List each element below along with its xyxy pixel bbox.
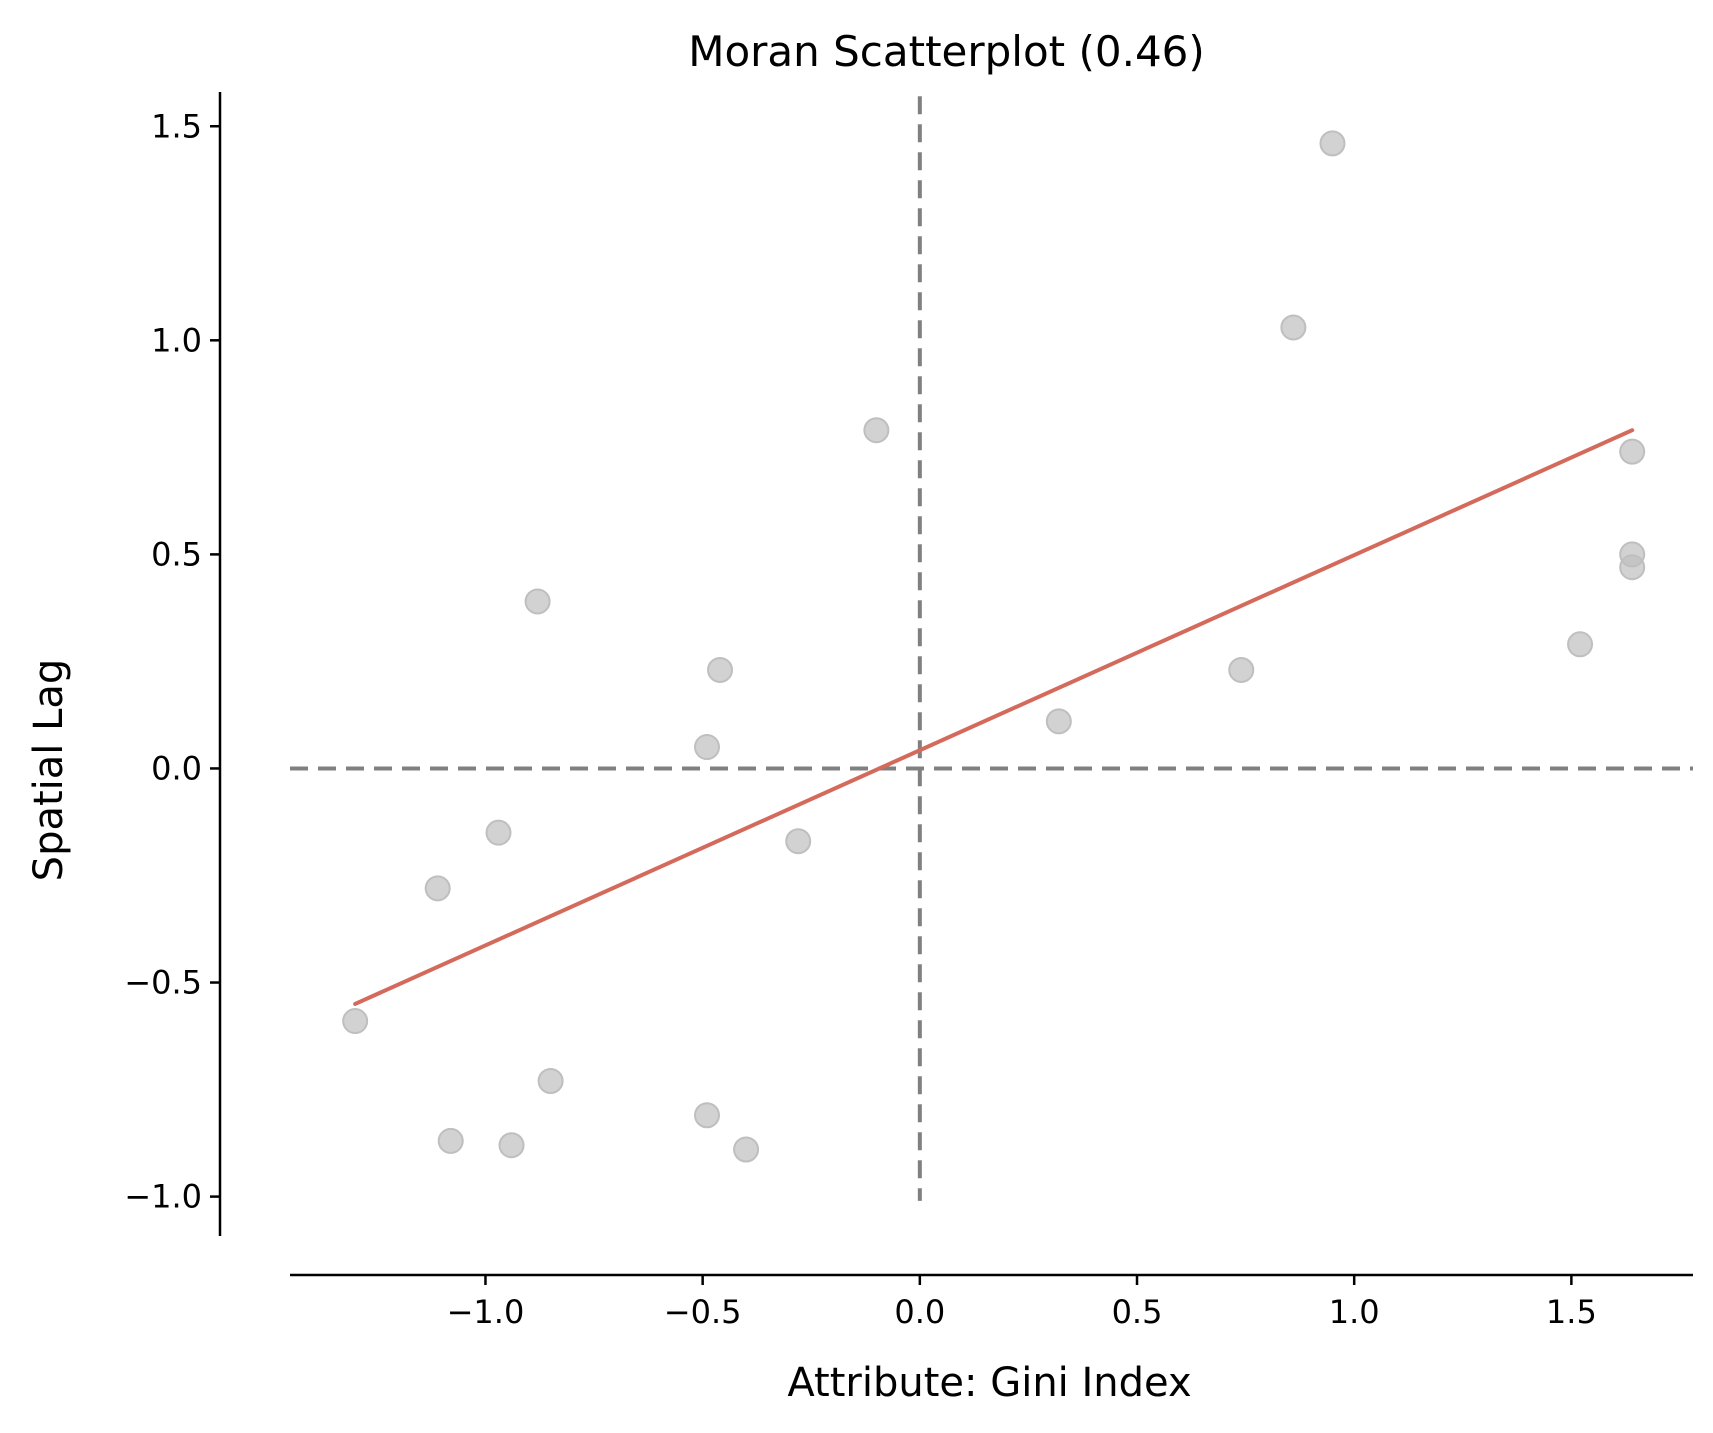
scatter-point bbox=[498, 1132, 525, 1159]
y-axis-title: Spatial Lag bbox=[26, 659, 72, 882]
y-tick-label: −1.0 bbox=[124, 1178, 202, 1216]
y-tick-label: 0.0 bbox=[151, 749, 202, 787]
y-tick-label: −0.5 bbox=[124, 964, 202, 1002]
chart-title: Moran Scatterplot (0.46) bbox=[688, 27, 1205, 76]
scatter-point bbox=[707, 656, 734, 683]
x-tick-label: −1.0 bbox=[447, 1293, 525, 1331]
scatter-point bbox=[485, 819, 512, 846]
x-tick-label: 0.0 bbox=[894, 1293, 945, 1331]
y-tick-label: 1.0 bbox=[151, 321, 202, 359]
scatter-point bbox=[1045, 708, 1072, 735]
y-tick-label: 1.5 bbox=[151, 107, 202, 145]
reference-lines bbox=[290, 96, 1693, 1201]
x-tick-label: 1.0 bbox=[1329, 1293, 1380, 1331]
scatter-point bbox=[1280, 314, 1307, 341]
scatter-point bbox=[733, 1136, 760, 1163]
scatter-point bbox=[342, 1008, 369, 1035]
scatter-point bbox=[424, 875, 451, 902]
scatter-point bbox=[693, 1102, 720, 1129]
x-axis-title: Attribute: Gini Index bbox=[787, 1360, 1191, 1406]
scatter-point bbox=[1619, 554, 1646, 581]
scatter-point bbox=[524, 588, 551, 615]
x-tick-label: 0.5 bbox=[1112, 1293, 1163, 1331]
scatter-point bbox=[785, 828, 812, 855]
scatter-point bbox=[693, 734, 720, 761]
regression-line-layer bbox=[353, 428, 1635, 1006]
x-tick-label: 1.5 bbox=[1546, 1293, 1597, 1331]
scatter-point bbox=[1567, 631, 1594, 658]
scatter-point bbox=[863, 417, 890, 444]
scatter-point bbox=[437, 1127, 464, 1154]
x-tick-label: −0.5 bbox=[664, 1293, 742, 1331]
scatter-point bbox=[537, 1067, 564, 1094]
axes: −1.0 −0.5 0.0 0.5 1.0 1.5 −1.0 −0.5 0.0 0.5 1.0 1.5 bbox=[124, 92, 1693, 1331]
regression-line bbox=[353, 428, 1635, 1006]
scatter-point bbox=[1619, 438, 1646, 465]
scatter-point bbox=[1319, 130, 1346, 157]
scatter-points bbox=[342, 130, 1646, 1163]
scatter-point bbox=[1228, 656, 1255, 683]
y-tick-label: 0.5 bbox=[151, 535, 202, 573]
